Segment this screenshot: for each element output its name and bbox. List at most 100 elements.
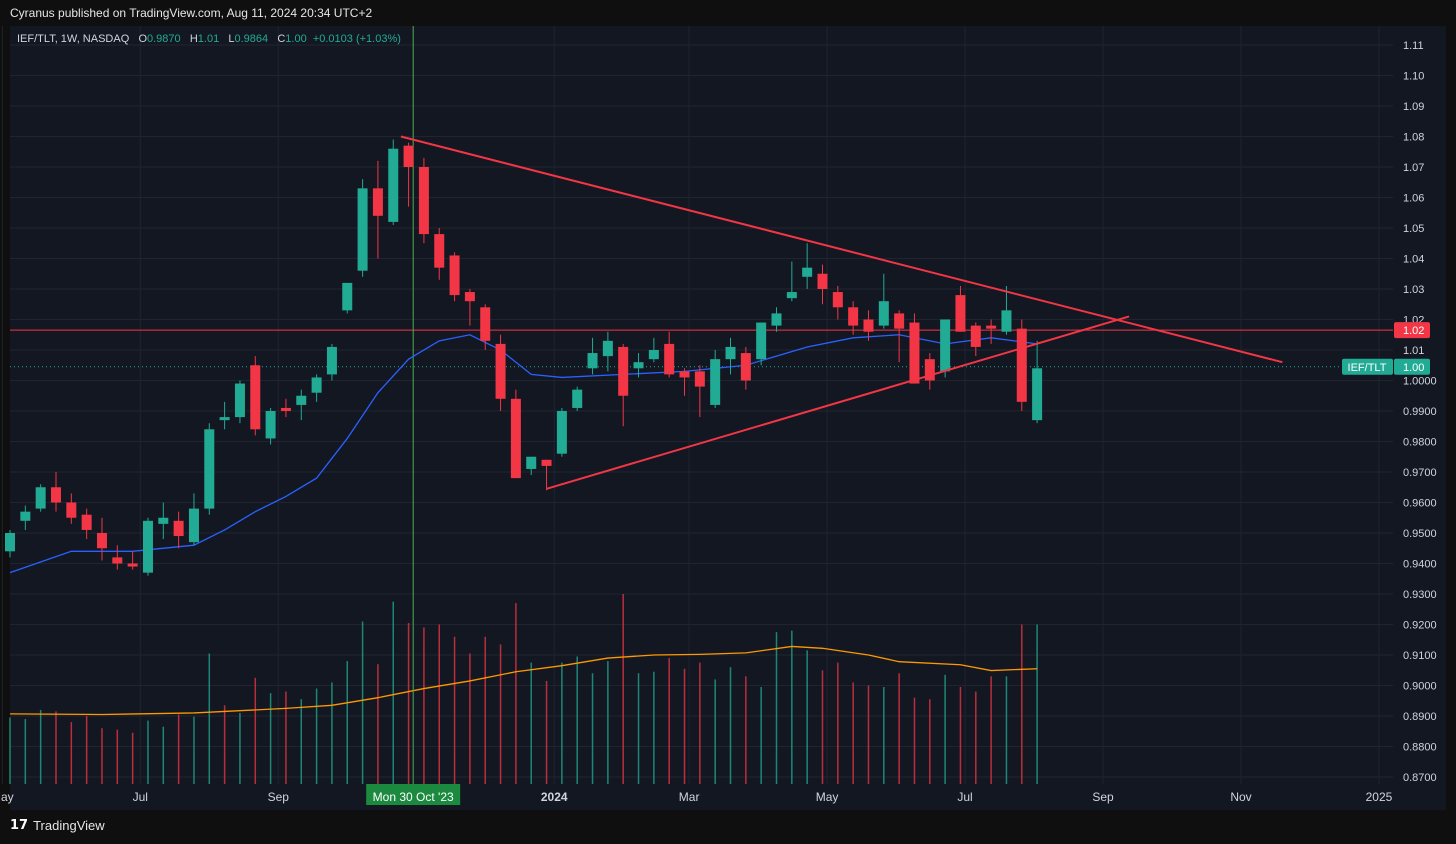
x-tick-label: Mar <box>679 790 700 804</box>
candle-body <box>648 350 659 360</box>
y-tick-label: 0.9700 <box>1403 467 1437 479</box>
legend-l-label: L <box>228 33 235 45</box>
candle-body <box>464 292 475 302</box>
x-tick-label: Jul <box>133 790 148 804</box>
candle-body <box>66 502 77 518</box>
tradingview-logo-icon: 𝟭𝟳 <box>10 818 29 833</box>
candle-body <box>694 371 705 387</box>
y-tick-label: 0.9800 <box>1403 437 1437 449</box>
level-price-tag <box>1394 322 1430 339</box>
candle-body <box>357 188 368 271</box>
candle-body <box>127 563 138 567</box>
candle-body <box>342 282 353 311</box>
y-tick-label: 0.9900 <box>1403 406 1437 418</box>
y-tick-label: 0.9000 <box>1403 681 1437 693</box>
ohlc-legend: IEF/TLT, 1W, NASDAQ O0.9870 H1.01 L0.986… <box>17 33 401 45</box>
candle-body <box>81 514 92 530</box>
candle-body <box>280 407 291 411</box>
legend-o-label: O <box>138 33 147 45</box>
y-tick-label: 0.8700 <box>1403 772 1437 784</box>
candle-body <box>986 325 997 329</box>
x-tick-label: May <box>0 790 14 804</box>
symbol-name-tag <box>1342 358 1393 375</box>
last-price-label: 1.00 <box>1403 362 1424 374</box>
candle-body <box>602 340 613 357</box>
y-tick-label: 0.9100 <box>1403 650 1437 662</box>
candle-body <box>372 188 383 216</box>
candle-body <box>311 377 322 393</box>
x-tick-label: Sep <box>1092 790 1114 804</box>
publish-line: Cyranus published on TradingView.com, Au… <box>10 6 373 20</box>
candle-body <box>96 533 107 549</box>
moving-average-line <box>9 334 1038 574</box>
candle-body <box>296 395 307 405</box>
legend-h-value: 1.01 <box>197 33 220 45</box>
candle-body <box>618 346 629 396</box>
candle-body <box>878 301 889 326</box>
candle-body <box>740 353 751 381</box>
candle-body <box>5 533 15 552</box>
candle-body <box>664 343 675 375</box>
brand[interactable]: 𝟭𝟳 TradingView <box>10 818 105 833</box>
x-tick-label: Nov <box>1230 790 1251 804</box>
candle-body <box>924 359 935 381</box>
candle-body <box>112 557 123 564</box>
candle-body <box>909 322 920 384</box>
time-axis-background <box>10 784 1446 810</box>
candle-body <box>955 295 966 332</box>
candle-body <box>848 307 859 326</box>
candle-body <box>633 362 644 369</box>
brand-name: TradingView <box>33 818 105 833</box>
plot-background <box>10 26 1393 784</box>
candle-body <box>832 292 843 308</box>
candle-body <box>817 273 828 289</box>
candle-body <box>250 365 261 430</box>
crosshair-time-label: Mon 30 Oct '23 <box>373 790 454 804</box>
y-tick-label: 0.9600 <box>1403 498 1437 510</box>
trendline-descending <box>400 135 1283 364</box>
candle-body <box>556 411 567 454</box>
y-tick-label: 0.8900 <box>1403 711 1437 723</box>
candle-body <box>449 255 460 296</box>
legend-symbol: IEF/TLT, 1W, NASDAQ <box>17 33 130 45</box>
y-tick-label: 1.03 <box>1403 284 1424 296</box>
candle-body <box>771 313 782 326</box>
y-tick-label: 1.05 <box>1403 223 1424 235</box>
price-axis-background <box>1393 26 1446 784</box>
candle-body <box>35 487 46 509</box>
last-price-tag <box>1394 358 1430 375</box>
y-tick-label: 1.07 <box>1403 162 1424 174</box>
candle-body <box>1016 328 1027 402</box>
candle-body <box>894 313 905 329</box>
y-tick-label: 1.11 <box>1403 40 1424 52</box>
legend-h-label: H <box>189 33 198 45</box>
y-tick-label: 0.9500 <box>1403 528 1437 540</box>
candle-body <box>756 322 767 360</box>
y-tick-label: 1.01 <box>1403 345 1424 357</box>
candle-body <box>20 511 31 521</box>
candle-body <box>572 389 583 408</box>
candle-body <box>158 517 169 524</box>
candle-body <box>1032 368 1043 421</box>
y-tick-label: 1.04 <box>1403 254 1424 266</box>
candle-body <box>188 508 199 543</box>
x-tick-label: 2025 <box>1366 790 1393 804</box>
candle-body <box>142 520 153 573</box>
candle-body <box>50 487 61 503</box>
y-tick-label: 0.8800 <box>1403 742 1437 754</box>
candle-body <box>418 167 429 235</box>
candle-body <box>510 398 521 479</box>
crosshair-time-tag <box>366 784 461 805</box>
legend-c-label: C <box>277 33 286 45</box>
candle-body <box>219 417 230 421</box>
legend-c-value: 1.00 <box>285 33 307 45</box>
y-tick-label: 1.10 <box>1403 71 1424 83</box>
candle-body <box>388 148 399 222</box>
candle-body <box>326 346 337 375</box>
candle-body <box>434 234 445 268</box>
candle-body <box>403 145 414 167</box>
y-tick-label: 1.0000 <box>1403 376 1437 388</box>
candle-body <box>526 456 537 469</box>
candle-body <box>541 459 552 466</box>
